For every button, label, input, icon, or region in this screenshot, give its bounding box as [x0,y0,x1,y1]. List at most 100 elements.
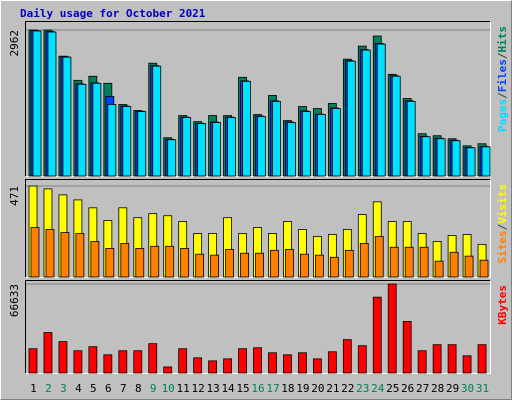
bar [62,56,72,177]
x-tick-label: 13 [206,382,219,395]
bar [253,347,262,374]
bar [404,246,414,278]
x-tick-label: 17 [266,382,279,395]
panel-edge-light [25,21,491,177]
bar [374,236,384,278]
bar [312,358,322,374]
y-tick-label: 66633 [8,284,21,317]
legend-entry: Visits [496,184,509,224]
bar [285,248,294,278]
x-tick-label: 26 [401,382,414,395]
bar [225,248,234,278]
x-tick-label: 31 [476,382,489,395]
x-tick-label: 27 [416,382,429,395]
bar [268,352,277,374]
x-tick-label: 28 [431,382,444,395]
x-tick-label: 24 [371,382,385,395]
bar [389,246,399,278]
chart-title: Daily usage for October 2021 [20,7,206,20]
bar [167,139,177,177]
panel-edge-dark [25,21,491,177]
legend-text: Sites/Visits [496,184,509,264]
bar [466,147,476,177]
bar [193,357,203,374]
bar [240,252,249,278]
bar [92,82,102,177]
x-tick-label: 30 [461,382,474,395]
bar [152,65,162,177]
bar [58,341,68,374]
bar [208,360,218,374]
x-tick-label: 19 [296,382,309,395]
x-tick-label: 11 [177,382,190,395]
bar [122,106,132,177]
bar [47,31,57,177]
bar [178,348,188,374]
bar [180,248,190,278]
bar [223,358,232,374]
bar [298,352,307,374]
bar [449,251,459,278]
x-tick-label: 18 [281,382,294,395]
legend-entry: Hits [496,26,509,53]
x-tick-label: 22 [341,382,354,395]
bar [477,344,487,374]
bar [242,80,251,177]
bar [210,254,220,278]
legend-entry: Pages [496,99,509,132]
bar [331,108,341,177]
panel-edge-light [25,179,491,278]
bar [135,248,145,278]
legend-text: Pages/Files/Hits [496,26,509,132]
bar [60,232,70,278]
legend-separator: / [496,92,509,99]
bar [227,117,236,177]
legend: KBytes [496,285,509,325]
x-tick-label: 10 [162,382,175,395]
bar [212,122,222,177]
x-tick-label: 14 [221,382,235,395]
bar [195,253,205,278]
bar [120,242,130,278]
x-tick-label: 21 [326,382,339,395]
x-tick-label: 25 [386,382,399,395]
x-tick-label: 1 [30,382,37,395]
bar [30,227,40,278]
x-tick-label: 4 [75,382,82,395]
bar [300,253,309,278]
bar [462,355,472,374]
x-tick-label: 8 [135,382,142,395]
x-tick-label: 6 [105,382,112,395]
bar [257,116,266,177]
legend-separator: / [496,223,509,230]
bar [419,246,429,278]
x-tick-label: 7 [120,382,127,395]
bar [238,348,247,374]
bar [327,351,337,374]
bar [406,101,416,177]
bar [361,49,371,177]
bar [314,254,324,278]
x-tick-label: 12 [192,382,205,395]
bar [329,256,339,278]
bar [32,30,42,177]
y-tick-label: 2962 [8,30,21,57]
panel-edge-dark [25,280,491,374]
bar [402,321,412,374]
legend-text: KBytes [496,285,509,325]
bar [481,146,491,177]
bar [346,60,356,177]
x-tick-label: 2 [45,382,52,395]
bar [150,245,160,278]
bar [133,350,143,374]
bar [434,260,444,278]
bar [197,123,207,177]
x-tick-label: 20 [311,382,324,395]
x-tick-label: 3 [60,382,67,395]
x-tick-label: 9 [150,382,157,395]
legend: Sites/Visits [496,184,509,264]
legend-entry: Files [496,59,509,92]
bar [342,339,352,374]
